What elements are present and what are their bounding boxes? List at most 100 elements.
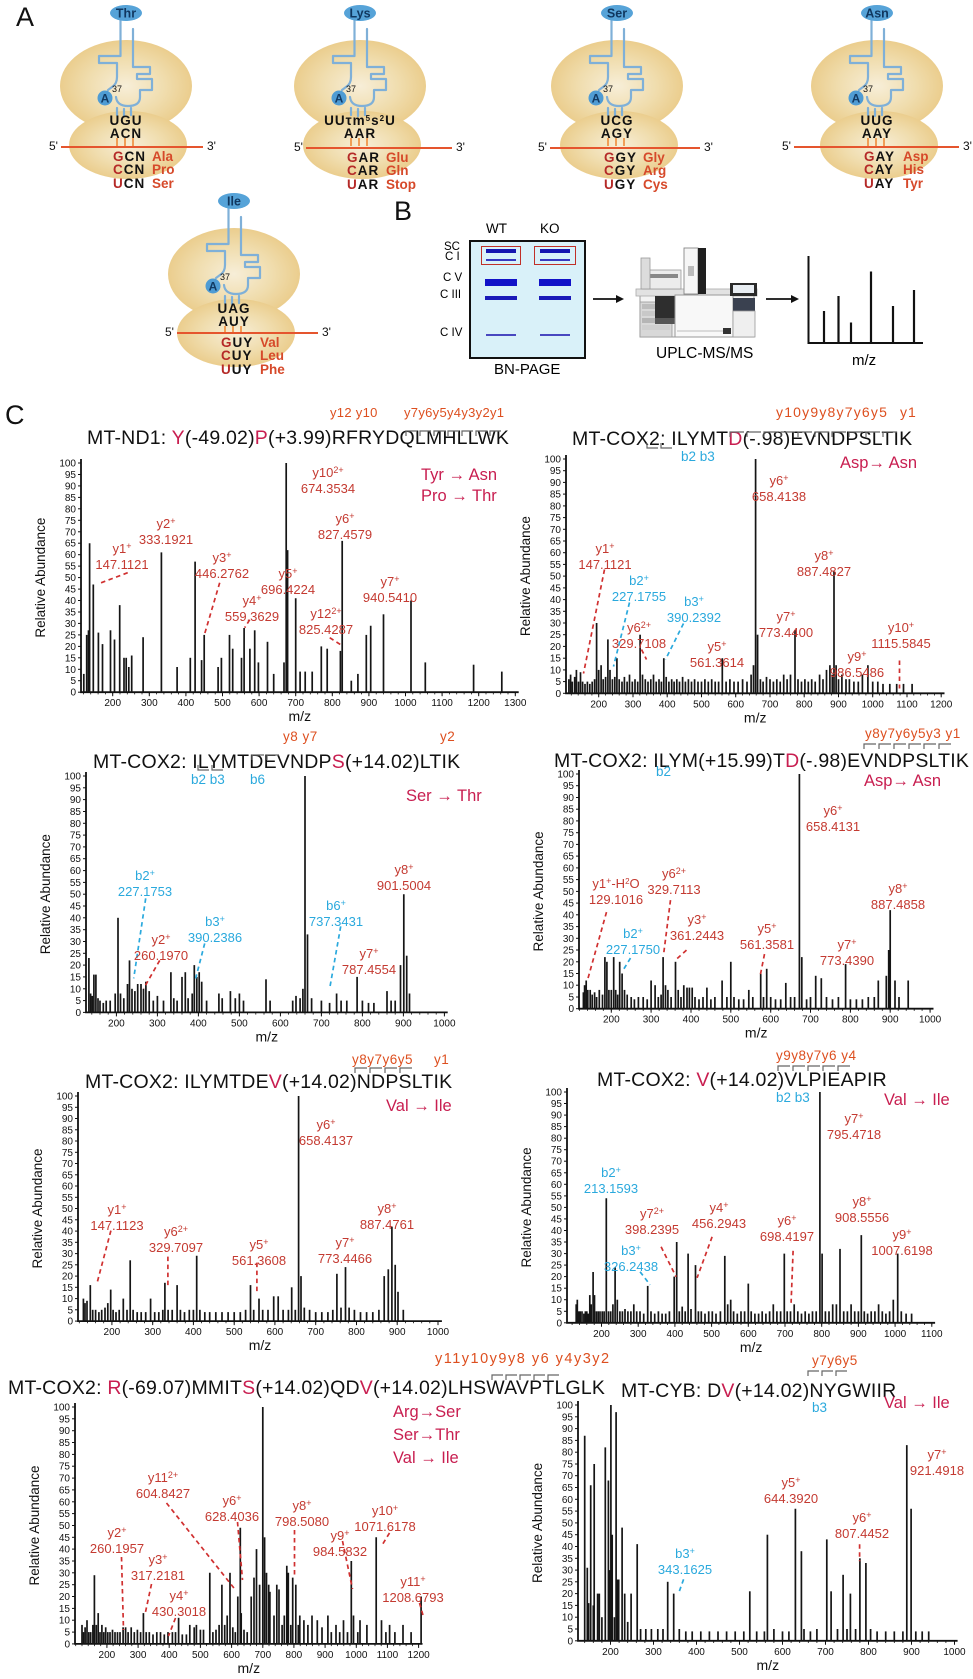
svg-text:80: 80 bbox=[65, 505, 77, 516]
svg-text:800: 800 bbox=[348, 1327, 365, 1338]
svg-text:45: 45 bbox=[65, 585, 77, 596]
svg-text:1200: 1200 bbox=[468, 698, 491, 709]
svg-text:30: 30 bbox=[62, 1249, 74, 1260]
svg-text:55: 55 bbox=[551, 1192, 563, 1203]
svg-text:85: 85 bbox=[58, 1438, 70, 1449]
svg-text:60: 60 bbox=[62, 1182, 74, 1193]
svg-text:Asn: Asn bbox=[865, 7, 889, 21]
svg-text:80: 80 bbox=[562, 1447, 574, 1458]
svg-text:400: 400 bbox=[689, 1646, 706, 1657]
svg-text:40: 40 bbox=[549, 595, 561, 606]
svg-text:200: 200 bbox=[108, 1018, 125, 1029]
svg-text:Relative Abundance: Relative Abundance bbox=[520, 516, 533, 636]
svg-text:0: 0 bbox=[71, 688, 77, 699]
svg-text:65: 65 bbox=[62, 1171, 74, 1182]
svg-text:80: 80 bbox=[58, 1450, 70, 1461]
svg-text:500: 500 bbox=[214, 698, 231, 709]
svg-text:90: 90 bbox=[58, 1426, 70, 1437]
svg-text:37: 37 bbox=[863, 84, 873, 94]
svg-text:35: 35 bbox=[62, 1238, 74, 1249]
svg-text:50: 50 bbox=[549, 571, 561, 582]
svg-text:Relative Abundance: Relative Abundance bbox=[532, 1463, 545, 1583]
svg-text:10: 10 bbox=[62, 1294, 74, 1305]
svg-text:55: 55 bbox=[562, 875, 574, 886]
svg-text:A: A bbox=[101, 92, 110, 106]
svg-text:5: 5 bbox=[568, 1624, 574, 1635]
svg-text:65: 65 bbox=[549, 536, 561, 547]
svg-text:700: 700 bbox=[313, 1018, 330, 1029]
svg-text:600: 600 bbox=[267, 1327, 284, 1338]
svg-text:95: 95 bbox=[562, 781, 574, 792]
svg-text:65: 65 bbox=[65, 539, 77, 550]
svg-text:5: 5 bbox=[76, 996, 82, 1007]
svg-text:45: 45 bbox=[549, 583, 561, 594]
svg-text:85: 85 bbox=[562, 1436, 574, 1447]
svg-text:35: 35 bbox=[562, 922, 574, 933]
svg-text:55: 55 bbox=[562, 1506, 574, 1517]
svg-text:95: 95 bbox=[549, 466, 561, 477]
svg-text:0: 0 bbox=[556, 1318, 562, 1329]
svg-text:5: 5 bbox=[555, 677, 561, 688]
svg-text:200: 200 bbox=[590, 699, 607, 710]
svg-text:60: 60 bbox=[58, 1497, 70, 1508]
svg-text:20: 20 bbox=[70, 960, 82, 971]
svg-text:10: 10 bbox=[551, 1295, 563, 1306]
svg-text:Relative Abundance: Relative Abundance bbox=[35, 518, 48, 638]
svg-text:20: 20 bbox=[62, 1272, 74, 1283]
svg-text:15: 15 bbox=[58, 1604, 70, 1615]
svg-text:400: 400 bbox=[185, 1327, 202, 1338]
svg-text:Relative Abundance: Relative Abundance bbox=[40, 834, 53, 954]
svg-text:50: 50 bbox=[65, 573, 77, 584]
svg-text:80: 80 bbox=[70, 818, 82, 829]
svg-text:500: 500 bbox=[703, 1329, 720, 1340]
svg-text:500: 500 bbox=[192, 1650, 209, 1661]
svg-text:90: 90 bbox=[551, 1111, 563, 1122]
svg-text:1100: 1100 bbox=[921, 1329, 943, 1340]
svg-text:25: 25 bbox=[562, 1577, 574, 1588]
svg-text:90: 90 bbox=[562, 793, 574, 804]
svg-text:20: 20 bbox=[58, 1592, 70, 1603]
svg-text:1300: 1300 bbox=[504, 698, 527, 709]
svg-text:55: 55 bbox=[70, 877, 82, 888]
svg-text:90: 90 bbox=[562, 1424, 574, 1435]
svg-text:500: 500 bbox=[226, 1327, 243, 1338]
svg-text:1000: 1000 bbox=[395, 698, 418, 709]
svg-text:85: 85 bbox=[70, 807, 82, 818]
svg-text:m/z: m/z bbox=[744, 1025, 767, 1041]
svg-text:90: 90 bbox=[62, 1114, 74, 1125]
svg-text:600: 600 bbox=[727, 699, 744, 710]
svg-text:80: 80 bbox=[562, 816, 574, 827]
svg-text:37: 37 bbox=[220, 272, 230, 282]
svg-text:m/z: m/z bbox=[289, 708, 312, 724]
svg-text:85: 85 bbox=[62, 1126, 74, 1137]
svg-text:50: 50 bbox=[58, 1521, 70, 1532]
svg-text:0: 0 bbox=[555, 688, 561, 699]
svg-text:1000: 1000 bbox=[918, 1015, 941, 1026]
svg-text:45: 45 bbox=[562, 1530, 574, 1541]
svg-text:600: 600 bbox=[272, 1018, 289, 1029]
svg-text:25: 25 bbox=[65, 631, 77, 642]
svg-text:10: 10 bbox=[70, 984, 82, 995]
svg-text:15: 15 bbox=[65, 654, 77, 665]
svg-text:75: 75 bbox=[562, 1459, 574, 1470]
svg-text:600: 600 bbox=[223, 1650, 240, 1661]
svg-text:75: 75 bbox=[70, 830, 82, 841]
svg-text:25: 25 bbox=[549, 630, 561, 641]
svg-text:35: 35 bbox=[562, 1553, 574, 1564]
svg-text:15: 15 bbox=[562, 1601, 574, 1612]
svg-text:m/z: m/z bbox=[757, 1656, 780, 1672]
svg-text:Relative Abundance: Relative Abundance bbox=[29, 1465, 42, 1585]
svg-text:500: 500 bbox=[722, 1015, 739, 1026]
svg-text:10: 10 bbox=[562, 1612, 574, 1623]
svg-text:25: 25 bbox=[70, 948, 82, 959]
svg-text:65: 65 bbox=[551, 1168, 563, 1179]
svg-text:30: 30 bbox=[549, 618, 561, 629]
svg-text:65: 65 bbox=[562, 1483, 574, 1494]
svg-text:800: 800 bbox=[813, 1329, 830, 1340]
svg-text:50: 50 bbox=[562, 1518, 574, 1529]
svg-text:700: 700 bbox=[254, 1650, 271, 1661]
svg-text:95: 95 bbox=[70, 783, 82, 794]
svg-text:A: A bbox=[852, 92, 861, 106]
svg-text:30: 30 bbox=[562, 934, 574, 945]
svg-text:50: 50 bbox=[562, 887, 574, 898]
